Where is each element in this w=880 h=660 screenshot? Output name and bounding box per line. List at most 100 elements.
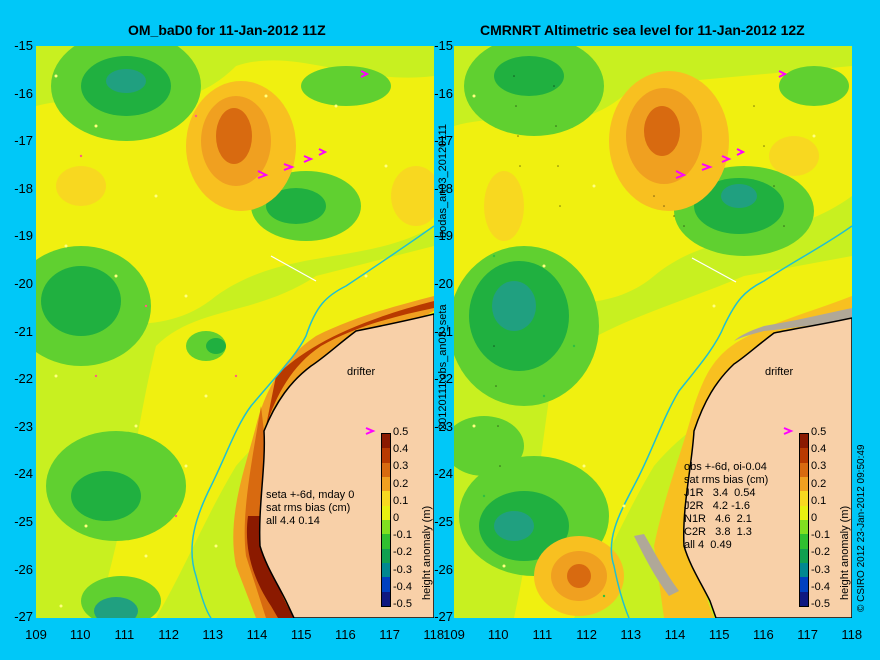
colorbar-segment	[382, 520, 390, 535]
colorbar-tick-label: -0.4	[811, 581, 830, 593]
x-tick-label: 110	[483, 627, 513, 642]
colorbar-tick-label: 0.4	[811, 443, 826, 455]
right-stats-box: obs +-6d, oi-0.04 sat rms bias (cm) J1R 3.…	[684, 461, 768, 552]
y-tick-label: -19	[5, 228, 33, 243]
x-tick-label: 112	[572, 627, 602, 642]
colorbar-tick-label: 0.5	[811, 426, 826, 438]
colorbar-segment	[800, 434, 808, 449]
x-tick-label: 113	[616, 627, 646, 642]
colorbar-tick-label: -0.2	[393, 546, 412, 558]
colorbar-segment	[382, 463, 390, 478]
colorbar-segment	[800, 534, 808, 549]
right-colorbar	[799, 433, 809, 607]
x-tick-label: 115	[704, 627, 734, 642]
y-tick-label: -21	[5, 324, 33, 339]
right-side-label: bodas_an03_20120111	[437, 124, 449, 238]
colorbar-segment	[800, 592, 808, 607]
colorbar-segment	[800, 463, 808, 478]
left-side-label: 20120111.obs_an03_seta	[437, 304, 449, 430]
colorbar-tick-label: 0.3	[811, 460, 826, 472]
stats-line: obs +-6d, oi-0.04	[684, 461, 768, 474]
colorbar-segment	[800, 549, 808, 564]
right-map-panel	[454, 46, 852, 618]
x-tick-label: 114	[660, 627, 690, 642]
colorbar-tick-label: 0.1	[393, 495, 408, 507]
colorbar-segment	[382, 563, 390, 578]
right-colorbar-label: height anomaly (m)	[839, 506, 851, 600]
y-tick-label: -26	[5, 562, 33, 577]
colorbar-tick-label: 0.3	[393, 460, 408, 472]
stats-line: sat rms bias (cm)	[266, 502, 354, 515]
y-tick-label: -23	[5, 419, 33, 434]
y-tick-label: -22	[5, 371, 33, 386]
colorbar-tick-label: -0.2	[811, 546, 830, 558]
stats-line: all 4.4 0.14	[266, 515, 354, 528]
x-tick-label: 112	[154, 627, 184, 642]
colorbar-segment	[800, 448, 808, 463]
credit-label: © CSIRO 2012 23-Jan-2012 09:50:49	[856, 445, 867, 612]
colorbar-tick-label: 0	[811, 512, 817, 524]
y-tick-label: -18	[5, 181, 33, 196]
x-tick-label: 117	[375, 627, 405, 642]
stats-line: N1R 4.6 2.1	[684, 513, 768, 526]
colorbar-segment	[382, 592, 390, 607]
stats-line: C2R 3.8 1.3	[684, 526, 768, 539]
y-tick-label: -15	[5, 38, 33, 53]
colorbar-segment	[800, 477, 808, 492]
left-stats-box: seta +-6d, mday 0 sat rms bias (cm) all 4.…	[266, 489, 354, 528]
colorbar-tick-label: -0.3	[811, 564, 830, 576]
x-tick-label: 110	[65, 627, 95, 642]
colorbar-tick-label: 0.2	[393, 478, 408, 490]
left-map-title: OM_baD0 for 11-Jan-2012 11Z	[128, 22, 326, 38]
colorbar-segment	[800, 491, 808, 506]
colorbar-tick-label: -0.1	[393, 529, 412, 541]
x-tick-label: 118	[837, 627, 867, 642]
x-tick-label: 109	[439, 627, 469, 642]
x-tick-label: 113	[198, 627, 228, 642]
left-map-canvas	[36, 46, 434, 618]
colorbar-segment	[382, 448, 390, 463]
x-tick-label: 111	[527, 627, 557, 642]
colorbar-tick-label: 0.5	[393, 426, 408, 438]
x-tick-label: 116	[748, 627, 778, 642]
colorbar-segment	[382, 549, 390, 564]
right-drifter-label: drifter	[765, 366, 793, 378]
y-tick-label: -20	[5, 276, 33, 291]
x-tick-label: 115	[286, 627, 316, 642]
x-tick-label: 111	[109, 627, 139, 642]
left-map-panel	[36, 46, 434, 618]
colorbar-tick-label: 0	[393, 512, 399, 524]
y-tick-label: -25	[5, 514, 33, 529]
colorbar-segment	[382, 491, 390, 506]
left-colorbar	[381, 433, 391, 607]
y-tick-label: -24	[5, 466, 33, 481]
x-tick-label: 114	[242, 627, 272, 642]
colorbar-segment	[382, 477, 390, 492]
colorbar-segment	[800, 520, 808, 535]
left-drifter-label: drifter	[347, 366, 375, 378]
stats-line: seta +-6d, mday 0	[266, 489, 354, 502]
stats-line: J1R 3.4 0.54	[684, 487, 768, 500]
colorbar-segment	[382, 577, 390, 592]
colorbar-tick-label: 0.2	[811, 478, 826, 490]
colorbar-segment	[800, 506, 808, 521]
y-tick-label: -27	[5, 609, 33, 624]
stats-line: J2R 4.2 -1.6	[684, 500, 768, 513]
stats-line: sat rms bias (cm)	[684, 474, 768, 487]
x-tick-label: 109	[21, 627, 51, 642]
colorbar-segment	[800, 563, 808, 578]
colorbar-segment	[800, 577, 808, 592]
y-tick-label: -24	[425, 466, 453, 481]
right-map-title: CMRNRT Altimetric sea level for 11-Jan-2…	[480, 22, 805, 38]
right-map-canvas	[454, 46, 852, 618]
y-tick-label: -27	[425, 609, 453, 624]
left-colorbar-label: height anomaly (m)	[421, 506, 433, 600]
colorbar-segment	[382, 434, 390, 449]
colorbar-segment	[382, 534, 390, 549]
colorbar-tick-label: -0.5	[393, 598, 412, 610]
y-tick-label: -20	[425, 276, 453, 291]
colorbar-tick-label: -0.5	[811, 598, 830, 610]
x-tick-label: 116	[330, 627, 360, 642]
y-tick-label: -15	[425, 38, 453, 53]
y-tick-label: -17	[5, 133, 33, 148]
